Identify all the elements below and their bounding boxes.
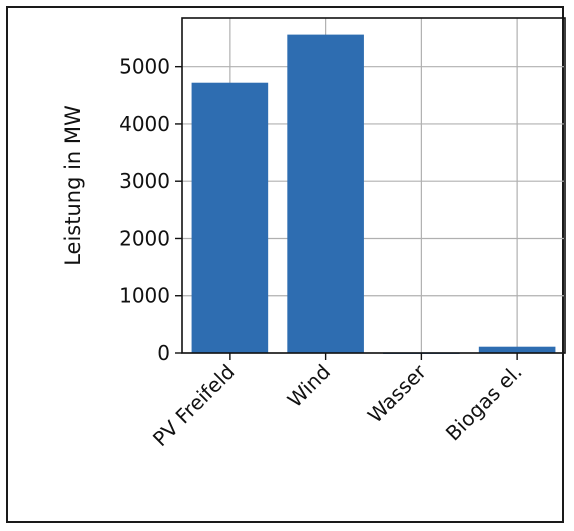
x-tick-label: PV Freifeld [148, 360, 239, 451]
x-axis-ticks: PV Freifeld Wind Wasser Biogas el. [148, 353, 527, 451]
y-tick-label: 0 [157, 341, 170, 365]
bar-wind [287, 34, 364, 353]
y-axis-ticks: 0 1000 2000 3000 4000 5000 [119, 55, 182, 365]
y-tick-label: 2000 [119, 226, 170, 250]
y-tick-label: 3000 [119, 169, 170, 193]
chart-frame [6, 6, 564, 523]
x-tick-label: Biogas el. [441, 360, 527, 446]
bars [191, 34, 556, 354]
bar-pv-freifeld [191, 82, 269, 353]
y-axis-label: Leistung in MW [61, 105, 85, 266]
bar-biogas-el- [478, 346, 556, 353]
y-tick-label: 4000 [119, 112, 170, 136]
y-tick-label: 5000 [119, 55, 170, 79]
x-tick-label: Wasser [363, 359, 432, 428]
x-tick-label: Wind [283, 360, 336, 413]
plot-area-border [181, 17, 566, 354]
y-tick-label: 1000 [119, 284, 170, 308]
